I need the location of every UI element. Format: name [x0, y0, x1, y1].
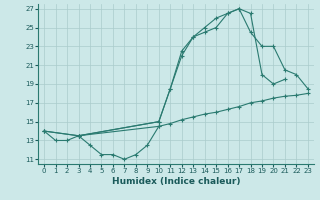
X-axis label: Humidex (Indice chaleur): Humidex (Indice chaleur): [112, 177, 240, 186]
